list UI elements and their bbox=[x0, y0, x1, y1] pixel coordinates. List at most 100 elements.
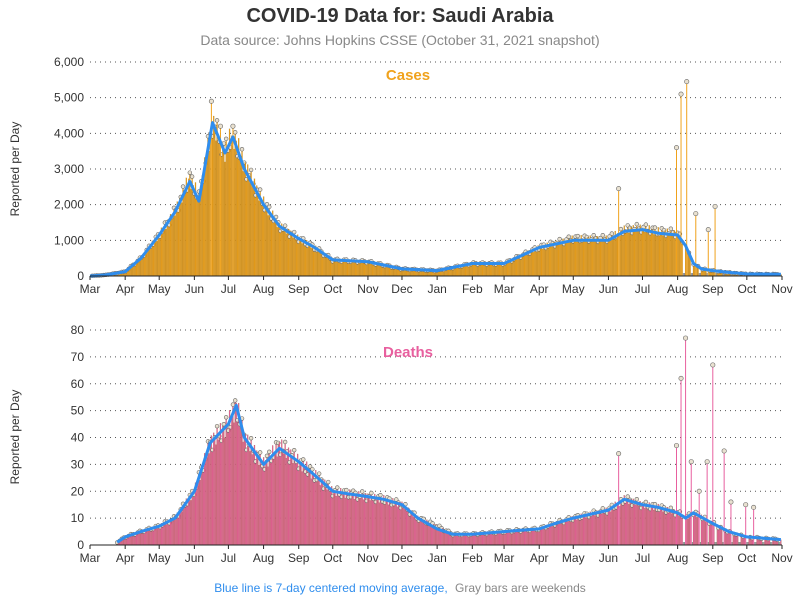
weekend-bar bbox=[683, 273, 685, 276]
daily-bar bbox=[410, 510, 412, 546]
daily-bar bbox=[653, 509, 655, 546]
daily-bar bbox=[590, 514, 593, 546]
data-point bbox=[378, 492, 383, 498]
spike-point bbox=[743, 502, 749, 508]
daily-bar bbox=[514, 259, 516, 277]
x-tick-label: Aug bbox=[253, 282, 274, 296]
daily-bar bbox=[669, 512, 671, 546]
daily-bar bbox=[577, 515, 579, 546]
daily-bar bbox=[310, 248, 312, 277]
daily-bar bbox=[647, 230, 649, 277]
daily-bar bbox=[632, 225, 634, 277]
daily-bar bbox=[658, 233, 661, 277]
daily-bar bbox=[303, 467, 305, 546]
daily-bar bbox=[610, 511, 612, 546]
x-tick-label: Jun bbox=[185, 282, 204, 296]
daily-bar bbox=[269, 212, 271, 277]
daily-bar bbox=[267, 215, 269, 277]
daily-bar bbox=[162, 231, 164, 277]
daily-bar bbox=[446, 532, 448, 546]
x-tick-label: Apr bbox=[116, 551, 135, 565]
daily-bar bbox=[300, 238, 302, 277]
daily-bar bbox=[185, 177, 188, 277]
daily-bar bbox=[576, 519, 578, 546]
daily-bar bbox=[551, 246, 553, 277]
daily-bar bbox=[184, 191, 186, 277]
daily-bar bbox=[228, 128, 231, 277]
data-point bbox=[591, 233, 596, 238]
data-point bbox=[360, 489, 365, 494]
daily-bar bbox=[619, 506, 621, 546]
daily-bar bbox=[156, 241, 158, 277]
daily-bar bbox=[176, 201, 178, 277]
daily-bar bbox=[205, 458, 207, 546]
panel-title: Cases bbox=[386, 67, 430, 84]
daily-bar bbox=[337, 260, 340, 277]
daily-bar bbox=[257, 454, 259, 546]
daily-bar bbox=[156, 528, 158, 546]
daily-bar bbox=[291, 455, 293, 546]
daily-bar bbox=[573, 517, 575, 546]
weekend-bar bbox=[738, 542, 740, 545]
daily-bar bbox=[569, 519, 571, 546]
daily-bar bbox=[303, 242, 305, 277]
daily-bar bbox=[650, 229, 653, 277]
daily-bar bbox=[309, 466, 311, 546]
daily-bar bbox=[480, 534, 482, 546]
daily-bar bbox=[298, 241, 300, 277]
daily-bar bbox=[670, 507, 672, 546]
x-tick-label: Oct bbox=[323, 551, 342, 565]
daily-bar bbox=[173, 207, 175, 277]
daily-bar bbox=[611, 504, 613, 546]
daily-bar bbox=[420, 518, 422, 546]
daily-bar bbox=[290, 449, 292, 546]
daily-bar bbox=[234, 400, 236, 546]
y-tick-label: 10 bbox=[71, 511, 85, 525]
daily-bar bbox=[258, 464, 260, 546]
daily-bar bbox=[273, 220, 275, 277]
daily-bar bbox=[697, 513, 699, 546]
daily-bar bbox=[351, 495, 353, 546]
daily-bar bbox=[332, 495, 334, 546]
daily-bar bbox=[260, 200, 262, 277]
daily-bar bbox=[326, 489, 328, 546]
daily-bar bbox=[147, 251, 149, 277]
daily-bar bbox=[171, 520, 173, 546]
daily-bar bbox=[584, 513, 586, 546]
data-point bbox=[394, 497, 399, 502]
daily-bar bbox=[649, 508, 651, 546]
daily-bar bbox=[653, 234, 655, 277]
data-point bbox=[239, 147, 245, 152]
daily-bar bbox=[378, 265, 380, 277]
daily-bar bbox=[281, 439, 283, 546]
daily-bar bbox=[252, 183, 254, 277]
daily-bar bbox=[627, 225, 629, 277]
daily-bar bbox=[317, 480, 319, 546]
daily-bar bbox=[581, 240, 583, 277]
daily-bar bbox=[660, 232, 662, 277]
daily-bar bbox=[375, 501, 377, 546]
x-tick-label: Mar bbox=[494, 282, 515, 296]
weekend-bar bbox=[770, 542, 772, 545]
daily-bar bbox=[171, 217, 173, 277]
daily-bar bbox=[175, 516, 177, 546]
weekend-bar bbox=[699, 273, 701, 276]
data-point bbox=[335, 485, 340, 490]
daily-bar bbox=[412, 516, 414, 546]
daily-bar bbox=[649, 233, 651, 277]
daily-bar bbox=[585, 241, 587, 277]
data-point bbox=[248, 435, 254, 441]
daily-bar bbox=[557, 244, 560, 277]
daily-bar bbox=[574, 516, 577, 546]
daily-bar bbox=[155, 236, 157, 277]
daily-bar bbox=[615, 236, 617, 277]
daily-bar bbox=[521, 253, 523, 277]
daily-bar bbox=[593, 510, 595, 546]
daily-bar bbox=[554, 246, 556, 277]
daily-bar bbox=[292, 237, 294, 277]
daily-bar bbox=[545, 527, 547, 546]
daily-bar bbox=[636, 499, 638, 546]
data-point bbox=[575, 233, 581, 239]
daily-bar bbox=[172, 218, 174, 277]
